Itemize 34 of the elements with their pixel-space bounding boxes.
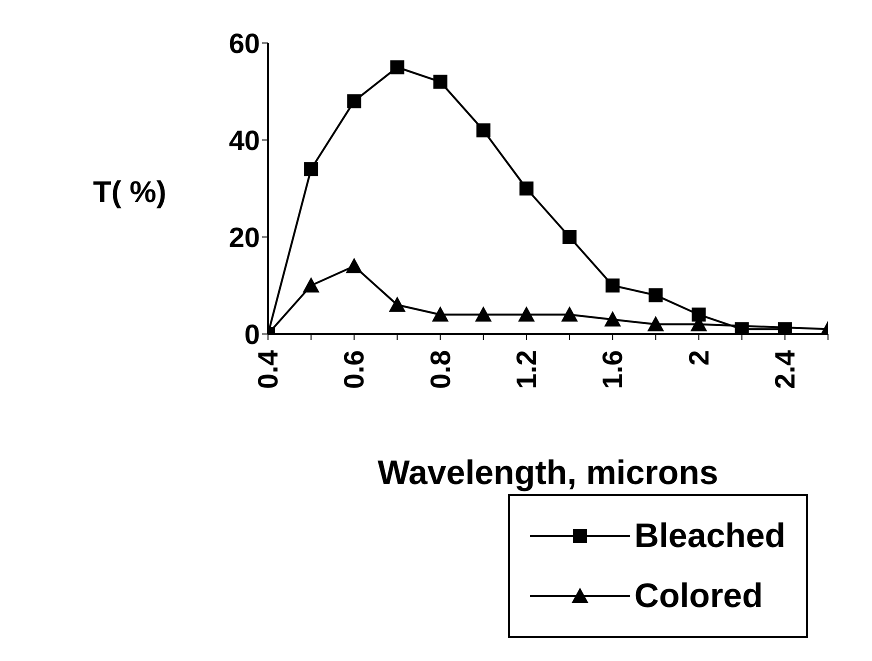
point [562,230,577,244]
point [347,94,362,108]
point [604,311,622,326]
x-tick-label: 2.4 [769,350,800,389]
x-tick-label: 0.8 [424,350,456,389]
point [518,306,535,322]
legend-label: Bleached [634,516,786,556]
point [647,316,664,332]
y-tick-label: 20 [228,222,260,253]
point [433,74,448,89]
point [346,258,363,274]
x-tick-label: 1.2 [510,350,542,389]
x-tick-label: 2 [683,350,714,366]
point [304,162,318,176]
legend-label: Colored [634,576,763,616]
y-tick-label: 0 [244,318,260,350]
x-tick-label: 0.6 [338,350,370,389]
point [302,277,320,292]
y-tick-label: 40 [228,124,260,156]
point [474,306,492,322]
point [390,60,404,74]
point [519,182,534,196]
y-axis-title: T( %) [93,176,166,210]
x-tick-label: 1.6 [597,350,628,389]
point [606,278,620,292]
y-tick-label: 60 [228,28,260,59]
point [432,306,449,322]
point [692,308,706,322]
point [388,296,406,312]
point [561,306,578,322]
point [648,288,663,302]
x-tick-label: 0.4 [252,350,284,389]
x-axis-title: Wavelength, microns [378,454,718,492]
point [476,123,490,138]
